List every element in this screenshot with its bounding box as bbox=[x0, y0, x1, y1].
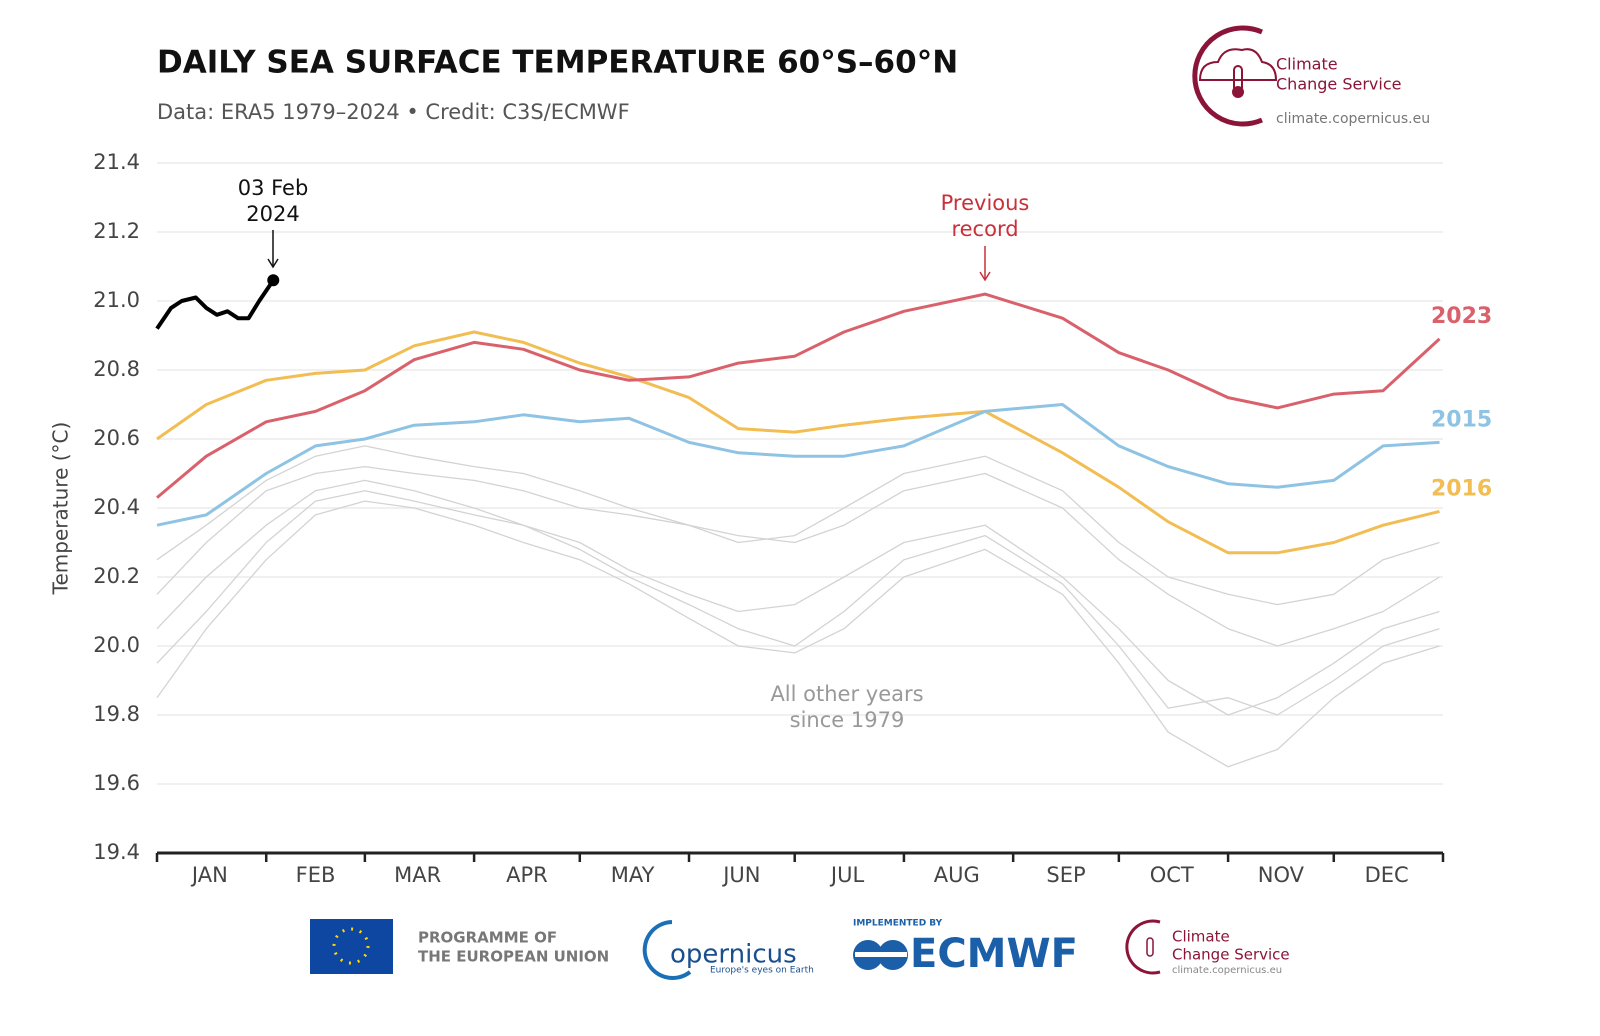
data-line bbox=[156, 445, 1440, 606]
x-tick-label: DEC bbox=[1365, 863, 1409, 887]
footer-text: opernicus bbox=[670, 940, 797, 970]
x-tick-label: NOV bbox=[1258, 863, 1305, 887]
y-tick-label: 20.2 bbox=[93, 564, 140, 588]
logo-url: climate.copernicus.eu bbox=[1276, 111, 1430, 127]
series-line bbox=[156, 403, 1440, 527]
chart-subtitle: Data: ERA5 1979–2024 • Credit: C3S/ECMWF bbox=[157, 100, 630, 124]
y-tick-label: 21.0 bbox=[93, 288, 140, 312]
x-tick-label: AUG bbox=[934, 863, 980, 887]
x-tick-label: MAR bbox=[394, 863, 441, 887]
y-tick-label: 20.4 bbox=[93, 495, 140, 519]
footer-text: PROGRAMME OF bbox=[418, 929, 557, 947]
footer-text: ECMWF bbox=[910, 931, 1078, 977]
end-point bbox=[267, 274, 280, 287]
chart-title: DAILY SEA SURFACE TEMPERATURE 60°S–60°N bbox=[157, 45, 958, 81]
x-tick-label: JUN bbox=[721, 863, 760, 887]
ecmwf-logo bbox=[853, 940, 908, 970]
y-axis-label: Temperature (°C) bbox=[49, 422, 73, 596]
y-tick-label: 21.4 bbox=[93, 150, 140, 174]
series-line bbox=[156, 292, 1441, 499]
footer-text: climate.copernicus.eu bbox=[1172, 965, 1282, 976]
footer-text: Climate bbox=[1172, 928, 1230, 946]
y-tick-label: 19.8 bbox=[93, 702, 140, 726]
series-label: 2015 bbox=[1431, 407, 1492, 432]
data-line bbox=[155, 279, 275, 330]
annotation: since 1979 bbox=[790, 708, 905, 732]
series-label: 2023 bbox=[1431, 304, 1492, 329]
series-line bbox=[156, 330, 1440, 555]
x-tick-label: MAY bbox=[611, 863, 655, 887]
footer-text: IMPLEMENTED BY bbox=[853, 919, 943, 929]
annotation: 2024 bbox=[246, 202, 299, 226]
data-line bbox=[156, 479, 1440, 716]
eu-flag bbox=[310, 919, 393, 974]
x-tick-label: JUL bbox=[829, 863, 865, 887]
data-line bbox=[156, 490, 1440, 716]
x-tick-label: APR bbox=[506, 863, 548, 887]
c3s-logo bbox=[1146, 937, 1154, 957]
y-tick-label: 20.6 bbox=[93, 426, 140, 450]
copernicus-logo bbox=[642, 920, 692, 980]
x-tick-label: SEP bbox=[1046, 863, 1085, 887]
logo bbox=[1192, 25, 1278, 127]
annotation: All other years bbox=[770, 682, 923, 706]
y-tick-label: 19.6 bbox=[93, 771, 140, 795]
annotation: 03 Feb bbox=[238, 176, 309, 200]
annotation-arrow bbox=[267, 258, 279, 269]
footer-text: Change Service bbox=[1172, 946, 1290, 964]
y-tick-label: 20.0 bbox=[93, 633, 140, 657]
y-tick-label: 20.8 bbox=[93, 357, 140, 381]
logo-text: Climate bbox=[1276, 55, 1338, 74]
x-tick-label: JAN bbox=[190, 863, 228, 887]
c3s-logo bbox=[1125, 919, 1161, 975]
series-label: 2016 bbox=[1431, 476, 1492, 501]
data-line bbox=[156, 500, 1440, 768]
logo-text: Change Service bbox=[1276, 75, 1401, 94]
footer-text: Europe's eyes on Earth bbox=[710, 966, 814, 976]
y-tick-label: 21.2 bbox=[93, 219, 140, 243]
annotation: Previous bbox=[941, 191, 1030, 215]
annotation-arrow bbox=[979, 271, 991, 282]
x-tick-label: FEB bbox=[296, 863, 336, 887]
y-tick-label: 19.4 bbox=[93, 840, 140, 864]
footer-text: THE EUROPEAN UNION bbox=[418, 948, 609, 966]
x-tick-label: OCT bbox=[1150, 863, 1194, 887]
annotation: record bbox=[951, 217, 1018, 241]
